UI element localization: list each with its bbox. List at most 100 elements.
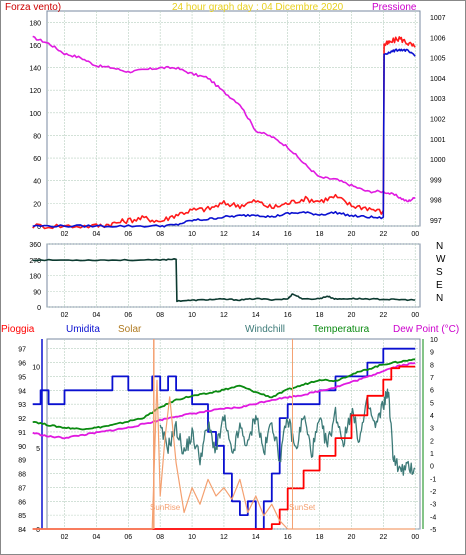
y2-tick-label: 10	[430, 337, 438, 344]
x-tick-label: 20	[348, 534, 356, 541]
x-tick-label: 08	[156, 231, 164, 238]
legend-rain: Pioggia	[1, 324, 35, 335]
x-tick-label: 22	[379, 534, 387, 541]
y2-tick-label: 4	[430, 413, 434, 420]
y-tick-label: 93	[18, 402, 26, 409]
legend-windchill: Windchill	[245, 324, 285, 335]
x-tick-label: 18	[316, 231, 324, 238]
x-tick-label: 00	[411, 312, 419, 319]
y-tick-label: 90	[18, 444, 26, 451]
x-tick-label: 22	[379, 312, 387, 319]
y-tick-label: 120	[29, 88, 41, 95]
y2-tick-label: 1002	[430, 117, 446, 124]
legend-temperature: Temperatura	[313, 324, 370, 335]
series-line-direction	[32, 258, 416, 303]
y2-tick-label: 5	[430, 400, 434, 407]
y2-tick-label: 999	[430, 177, 442, 184]
x-tick-label: 00	[411, 534, 419, 541]
x-tick-label: 06	[124, 534, 132, 541]
series-line-rain	[32, 365, 416, 530]
x-tick-label: 00	[411, 231, 419, 238]
sunset-label: SunSet	[289, 503, 316, 512]
x-tick-label: 06	[124, 231, 132, 238]
x-tick-label: 02	[61, 312, 69, 319]
compass-e: E	[436, 280, 443, 291]
x-tick-label: 20	[348, 231, 356, 238]
x-tick-label: 10	[188, 231, 196, 238]
x-tick-label: 16	[284, 312, 292, 319]
series-line-solar	[32, 379, 416, 530]
sunrise-label: SunRise	[150, 503, 181, 512]
y2-tick-label: -2	[430, 489, 436, 496]
y2-tick-label: 998	[430, 198, 442, 205]
y-tick-label: 0	[37, 305, 41, 312]
x-tick-label: 12	[220, 312, 228, 319]
legend-humidity: Umidita	[66, 324, 100, 335]
y2-tick-label: 1000	[430, 157, 446, 164]
y-tick-label: 86	[18, 499, 26, 506]
y-tick-label: 180	[29, 20, 41, 27]
y2-tick-label: 1004	[430, 76, 446, 83]
y-tick-label: 180	[29, 274, 41, 281]
panel-1-frame	[46, 10, 421, 227]
y-tick-label: 100	[29, 111, 41, 118]
y-tick-label: 95	[18, 374, 26, 381]
x-tick-label: 08	[156, 534, 164, 541]
x-tick-label: 10	[188, 534, 196, 541]
y-tick-label: 88	[18, 472, 26, 479]
x-tick-label: 16	[284, 231, 292, 238]
series-line-wind_avg	[32, 48, 416, 228]
compass-w: W	[436, 254, 446, 265]
y2-tick-label: -5	[430, 527, 436, 534]
x-tick-label: 04	[93, 534, 101, 541]
rain-axis-label: 5	[36, 446, 40, 453]
y-tick-label: 60	[33, 156, 41, 163]
x-tick-label: 14	[252, 534, 260, 541]
x-tick-label: 20	[348, 312, 356, 319]
y2-tick-label: 6	[430, 388, 434, 395]
x-tick-label: 04	[93, 312, 101, 319]
x-tick-label: 12	[220, 534, 228, 541]
compass-s: S	[436, 267, 443, 278]
y2-tick-label: 1	[430, 451, 434, 458]
rain-axis-label: 10	[32, 365, 40, 372]
series-line-pressure	[32, 35, 416, 203]
rain-axis-label: 0	[36, 527, 40, 534]
legend-dewpoint: Dew Point (°C)	[393, 324, 459, 335]
x-tick-label: 08	[156, 312, 164, 319]
y-tick-label: 96	[18, 361, 26, 368]
x-tick-label: 16	[284, 534, 292, 541]
y2-tick-label: 8	[430, 362, 434, 369]
title-pressure: Pressione	[372, 2, 417, 13]
series-line-temperature	[32, 358, 416, 431]
x-tick-label: 02	[61, 231, 69, 238]
x-tick-label: 18	[316, 534, 324, 541]
x-tick-label: 02	[61, 534, 69, 541]
y-tick-label: 140	[29, 66, 41, 73]
y2-tick-label: 7	[430, 375, 434, 382]
y2-tick-label: 9	[430, 350, 434, 357]
x-tick-label: 22	[379, 231, 387, 238]
y2-tick-label: 1001	[430, 137, 446, 144]
compass-n-bottom: N	[436, 293, 443, 304]
y-tick-label: 92	[18, 416, 26, 423]
title-wind-force: Forza vento)	[5, 2, 61, 13]
y-tick-label: 84	[18, 527, 26, 534]
y-tick-label: 91	[18, 430, 26, 437]
series-line-dewpoint	[32, 362, 416, 440]
x-tick-label: 14	[252, 312, 260, 319]
y-tick-label: 40	[33, 179, 41, 186]
y2-tick-label: 1007	[430, 15, 446, 22]
y2-tick-label: 1006	[430, 35, 446, 42]
y2-tick-label: -1	[430, 476, 436, 483]
x-tick-label: 10	[188, 312, 196, 319]
series-line-humidity	[32, 347, 416, 530]
y-tick-label: 94	[18, 388, 26, 395]
y-tick-label: 90	[33, 289, 41, 296]
panel-3-frame	[46, 338, 421, 530]
y-tick-label: 85	[18, 513, 26, 520]
x-tick-label: 18	[316, 312, 324, 319]
chart-title: 24 hour graph day : 04 Dicembre 2020	[172, 2, 344, 13]
y2-tick-label: 0	[430, 464, 434, 471]
